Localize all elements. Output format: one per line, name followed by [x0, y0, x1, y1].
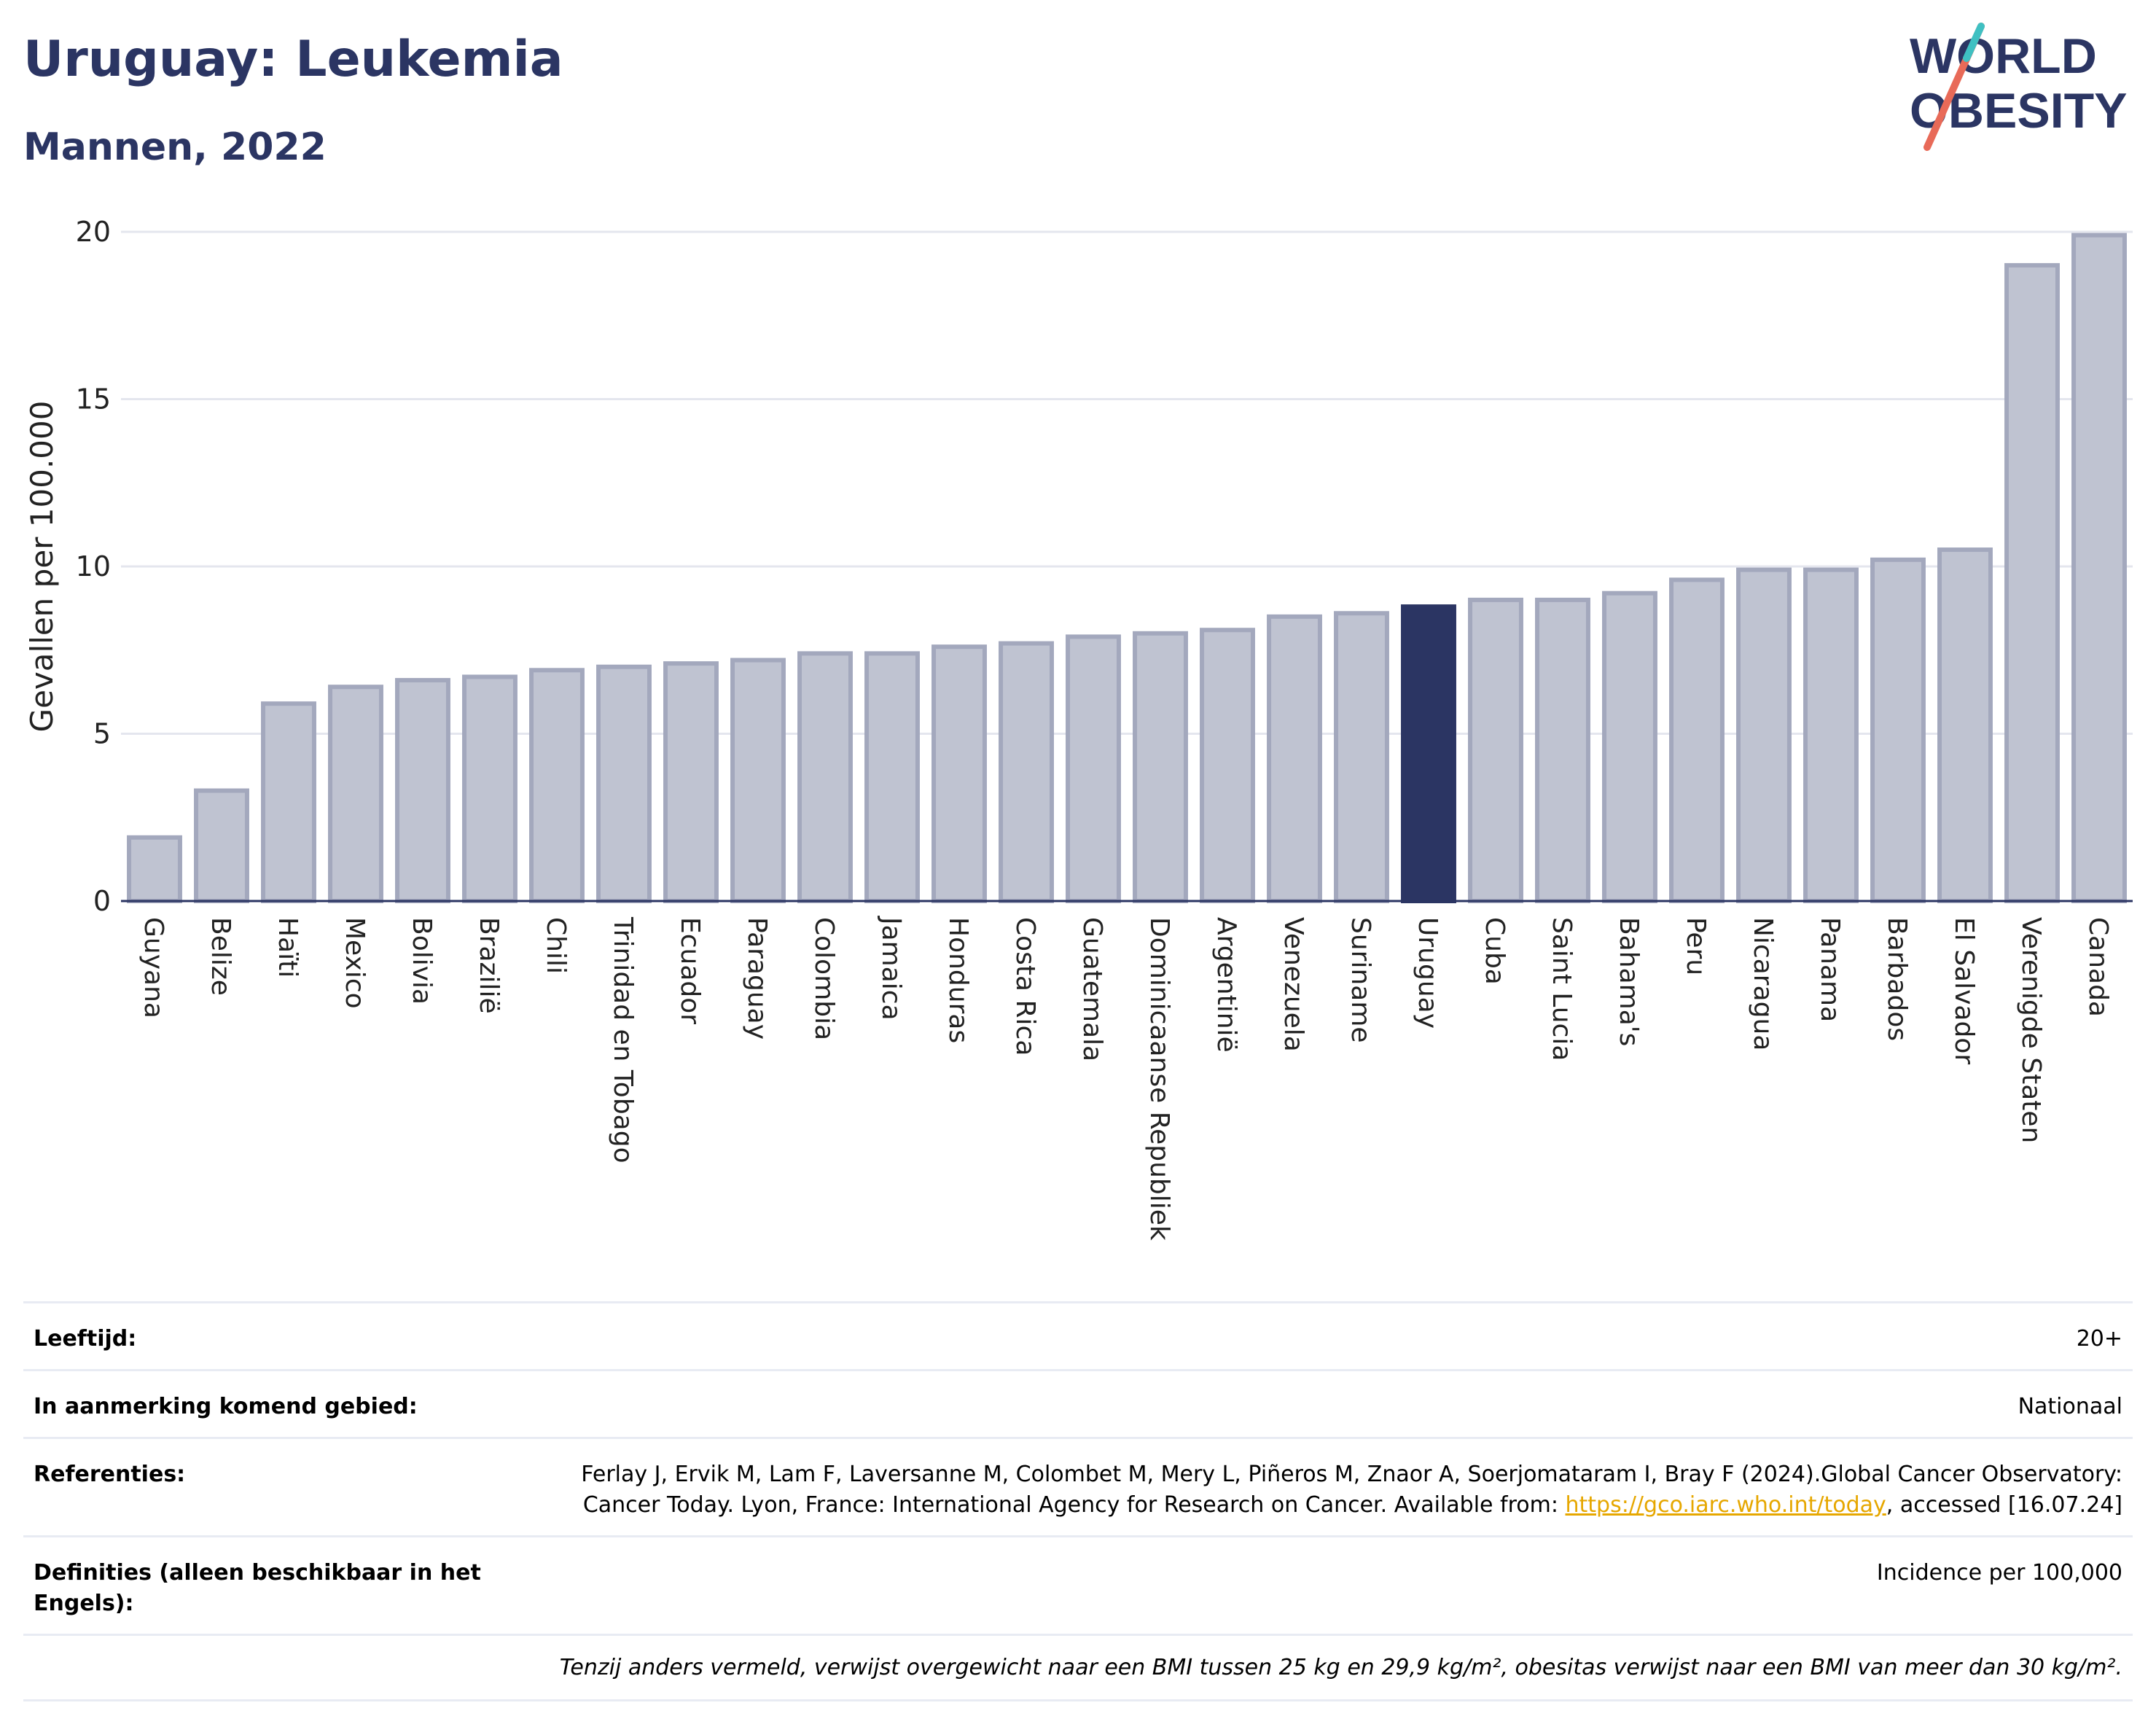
- x-tick-label: Haïti: [273, 917, 302, 978]
- x-tick-label: Belize: [206, 917, 235, 996]
- x-tick-label: Colombia: [809, 917, 839, 1040]
- bar: [1334, 611, 1389, 903]
- x-tick-label: Honduras: [943, 917, 973, 1043]
- x-tick-label: Peru: [1681, 917, 1711, 975]
- references-value: Ferlay J, Ervik M, Lam F, Laversanne M, …: [519, 1459, 2122, 1521]
- meta-row-references: Referenties: Ferlay J, Ervik M, Lam F, L…: [23, 1437, 2133, 1535]
- logo-slash-teal: [1963, 23, 1985, 62]
- bar: [1468, 597, 1523, 904]
- x-tick-label: Uruguay: [1413, 917, 1442, 1029]
- x-tick-label: Trinidad en Tobago: [608, 916, 638, 1163]
- bar: [730, 658, 786, 904]
- logo-text-line1: WORLD: [1910, 28, 2097, 84]
- meta-row-age: Leeftijd: 20+: [23, 1301, 2133, 1369]
- references-tail: , accessed [16.07.24]: [1886, 1492, 2122, 1518]
- y-tick-label: 20: [76, 216, 111, 248]
- x-tick-label: Mexico: [340, 917, 370, 1009]
- bar: [1401, 604, 1456, 904]
- footnote: Tenzij anders vermeld, verwijst overgewi…: [23, 1634, 2133, 1701]
- area-label: In aanmerking komend gebied:: [34, 1394, 418, 1419]
- x-tick-label: Panama: [1815, 917, 1845, 1022]
- x-tick-label: Chili: [541, 917, 571, 974]
- x-tick-label: Ecuador: [675, 917, 705, 1024]
- meta-row-area: In aanmerking komend gebied: Nationaal: [23, 1369, 2133, 1437]
- bar: [1535, 597, 1590, 904]
- bar: [194, 788, 249, 904]
- x-tick-label: Paraguay: [742, 917, 772, 1040]
- x-tick-label: Jamaica: [876, 916, 906, 1021]
- x-tick-label: Guatemala: [1077, 917, 1107, 1061]
- bar: [529, 668, 585, 903]
- definitions-label: Definities (alleen beschikbaar in het En…: [34, 1560, 481, 1616]
- bar: [2071, 233, 2127, 903]
- bar: [663, 661, 719, 903]
- y-tick-label: 15: [76, 383, 111, 416]
- meta-row-definitions: Definities (alleen beschikbaar in het En…: [23, 1535, 2133, 1634]
- bar: [931, 644, 987, 903]
- chart-title: Uruguay: Leukemia: [23, 31, 563, 88]
- x-tick-label: Suriname: [1345, 917, 1375, 1043]
- y-tick-label: 0: [93, 885, 111, 917]
- bar: [596, 664, 652, 903]
- y-axis-label: Gevallen per 100.000: [24, 401, 60, 733]
- bar: [1803, 567, 1859, 904]
- x-tick-label: Bolivia: [407, 917, 437, 1005]
- x-tick-label: Venezuela: [1278, 917, 1308, 1052]
- bar-chart: 0 5 10 15 20 Gevallen per 100.000 Guyana Belize…: [24, 216, 2133, 1241]
- age-label: Leeftijd:: [34, 1326, 137, 1352]
- x-tick-label: El Salvador: [1949, 917, 1979, 1064]
- x-tick-label: Barbados: [1882, 917, 1912, 1041]
- bar: [1870, 557, 1926, 903]
- x-tick-label: Brazilië: [474, 917, 504, 1014]
- x-tick-label: Guyana: [138, 917, 168, 1018]
- bar: [1937, 547, 1993, 903]
- y-tick-label: 5: [93, 718, 111, 750]
- bar: [1669, 577, 1725, 903]
- references-link[interactable]: https://gco.iarc.who.int/today: [1565, 1492, 1886, 1518]
- bar: [1066, 634, 1121, 903]
- x-tick-label: Dominicaanse Republiek: [1144, 917, 1174, 1241]
- bar: [1602, 590, 1657, 903]
- x-tick-label: Bahama's: [1614, 917, 1644, 1046]
- x-tick-label: Nicaragua: [1748, 917, 1778, 1050]
- bar: [1200, 628, 1255, 904]
- metadata-table: Leeftijd: 20+ In aanmerking komend gebie…: [23, 1301, 2133, 1701]
- x-tick-label: Cuba: [1480, 917, 1509, 985]
- bar: [395, 678, 450, 903]
- references-text: Ferlay J, Ervik M, Lam F, Laversanne M, …: [581, 1462, 2122, 1518]
- bar: [1133, 631, 1188, 903]
- x-tick-label: Argentinië: [1211, 917, 1241, 1053]
- bar: [864, 651, 920, 904]
- age-value: 20+: [2076, 1326, 2122, 1352]
- y-tick-label: 10: [76, 550, 111, 582]
- references-label: Referenties:: [34, 1462, 186, 1487]
- bar: [328, 685, 383, 903]
- x-tick-label: Saint Lucia: [1547, 917, 1577, 1061]
- bar: [127, 835, 182, 904]
- x-tick-label: Canada: [2083, 917, 2113, 1017]
- bar: [1736, 567, 1792, 904]
- bar: [999, 641, 1054, 903]
- x-tick-label: Costa Rica: [1010, 917, 1040, 1056]
- bar: [462, 674, 517, 903]
- bar: [1267, 614, 1322, 903]
- x-tick-label: Verenigde Staten: [2016, 917, 2046, 1143]
- area-value: Nationaal: [2018, 1394, 2122, 1419]
- world-obesity-logo: WORLD OBESITY: [1910, 23, 2128, 151]
- bar: [2004, 262, 2060, 903]
- bar: [261, 701, 316, 903]
- chart-subtitle: Mannen, 2022: [23, 125, 327, 169]
- bar: [797, 651, 853, 904]
- definitions-value: Incidence per 100,000: [1876, 1560, 2122, 1586]
